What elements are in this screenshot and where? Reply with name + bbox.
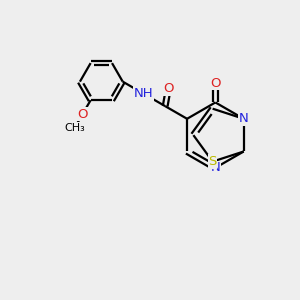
Text: O: O	[77, 108, 88, 121]
Text: O: O	[163, 82, 173, 95]
Text: CH₃: CH₃	[64, 123, 85, 133]
Text: N: N	[239, 112, 249, 125]
Text: N: N	[211, 161, 220, 174]
Text: S: S	[208, 155, 217, 168]
Text: NH: NH	[134, 87, 153, 100]
Text: O: O	[210, 76, 220, 90]
